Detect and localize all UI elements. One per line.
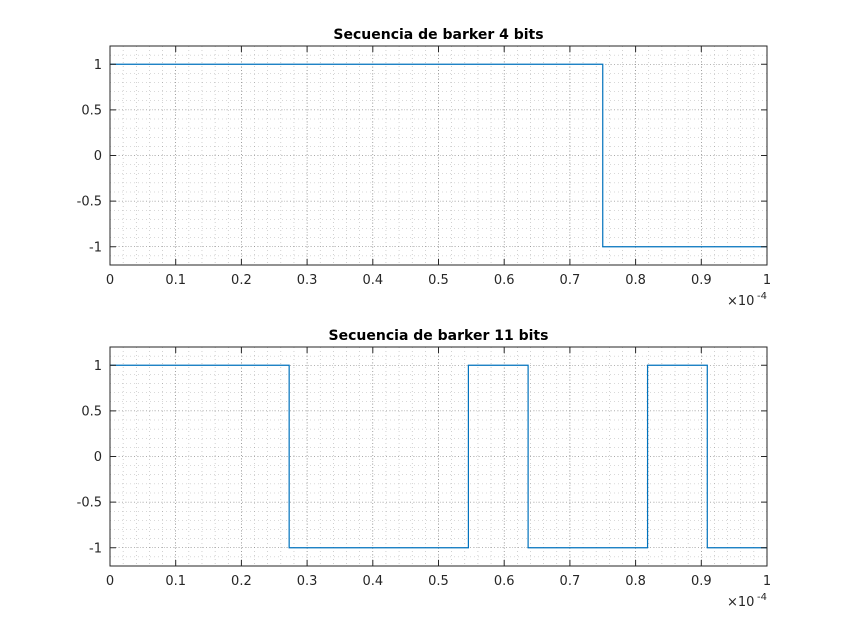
axes-barker-4: Secuencia de barker 4 bits 0 0.1 0.2 0.3 0.4… [77,27,772,309]
y-tick-label: 0 [94,450,102,465]
x-tick-label: 0.3 [297,574,318,589]
series-line [110,63,767,248]
x-tick-label: 0.2 [231,273,252,288]
y-tick-label: 0.5 [81,103,102,118]
ticks: 0 0.1 0.2 0.3 0.4 0.5 0.6 0.7 0.8 0.9 1 1 0.5 0 -0.5 -1 [77,347,771,589]
ticks: 0 0.1 0.2 0.3 0.4 0.5 0.6 0.7 0.8 0.9 1 1 0.5 0 -0.5 -1 [77,46,771,288]
y-tick-label: 1 [94,359,102,374]
x-tick-label: 0.9 [691,574,712,589]
x-exponent-power: -4 [757,291,767,302]
chart-title: Secuencia de barker 11 bits [329,328,549,344]
y-tick-label: -1 [89,240,102,255]
y-tick-label: -1 [89,541,102,556]
x-tick-label: 0.1 [165,273,186,288]
x-tick-label: 0.1 [165,574,186,589]
x-tick-label: 0.3 [297,273,318,288]
grid [109,45,768,266]
x-exponent-power: -4 [757,592,767,603]
x-tick-label: 0 [106,273,114,288]
x-tick-label: 0.4 [362,273,383,288]
y-tick-label: -0.5 [77,195,102,210]
x-tick-label: 0.4 [362,574,383,589]
x-tick-label: 1 [763,273,771,288]
x-tick-label: 0.6 [494,273,515,288]
x-tick-label: 0.9 [691,273,712,288]
chart-title: Secuencia de barker 4 bits [333,27,543,43]
x-tick-label: 0.7 [560,574,581,589]
x-tick-label: 0.5 [428,273,449,288]
x-tick-label: 0.7 [560,273,581,288]
series-layer [110,63,767,248]
y-tick-label: 0 [94,149,102,164]
x-exponent-base: ×10 [727,294,754,309]
x-tick-label: 0.8 [625,273,646,288]
x-tick-label: 1 [763,574,771,589]
y-tick-label: 0.5 [81,404,102,419]
x-exponent-base: ×10 [727,595,754,610]
y-tick-label: -0.5 [77,496,102,511]
series-layer [110,364,767,549]
series-line [110,364,767,549]
x-tick-label: 0.5 [428,574,449,589]
y-tick-label: 1 [94,58,102,73]
x-tick-label: 0.2 [231,574,252,589]
x-tick-label: 0.6 [494,574,515,589]
axes-barker-11: Secuencia de barker 11 bits 0 0.1 0.2 0.3 0.… [77,328,772,610]
x-tick-label: 0.8 [625,574,646,589]
grid [109,346,768,567]
x-tick-label: 0 [106,574,114,589]
